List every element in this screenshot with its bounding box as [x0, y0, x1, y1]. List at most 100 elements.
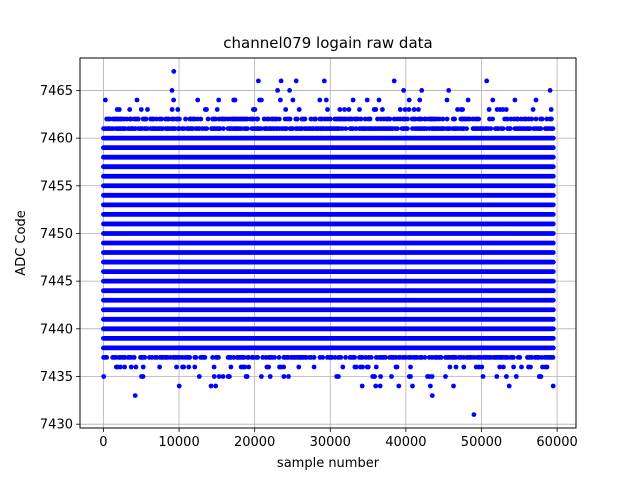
data-point [329, 355, 335, 360]
data-point [245, 126, 250, 131]
data-point [408, 364, 413, 370]
data-point [313, 116, 318, 122]
data-point [140, 364, 146, 370]
data-point [549, 116, 554, 122]
data-point [311, 355, 317, 360]
outlier-point [256, 78, 261, 84]
data-point [287, 88, 292, 93]
outlier-point [278, 78, 284, 84]
data-point [527, 126, 533, 131]
data-point [327, 116, 333, 122]
data-point [252, 107, 258, 112]
y-tick-label: 7450 [40, 227, 73, 242]
data-point [440, 116, 446, 122]
x-tick-label: 30000 [310, 435, 351, 450]
data-point [332, 355, 338, 360]
data-point [402, 107, 408, 112]
data-point [290, 126, 295, 131]
data-point [227, 374, 232, 379]
data-point [358, 116, 364, 122]
data-point [272, 355, 277, 360]
data-point [211, 374, 217, 379]
x-axis-label: sample number [277, 456, 380, 471]
data-point [340, 364, 346, 370]
data-point [128, 116, 134, 122]
outlier-point [171, 69, 177, 74]
data-point [195, 97, 201, 103]
data-point [547, 88, 553, 93]
data-point [444, 116, 450, 122]
data-point [391, 78, 397, 84]
data-point [406, 97, 412, 103]
data-point [338, 355, 344, 360]
data-point [140, 374, 146, 379]
data-point [103, 97, 108, 103]
data-point [500, 126, 506, 131]
data-point [220, 374, 226, 379]
data-point [422, 355, 428, 360]
data-point [242, 364, 248, 370]
data-point [205, 116, 211, 122]
data-point [127, 107, 133, 112]
data-point [276, 355, 282, 360]
data-point [284, 126, 289, 131]
data-point [169, 88, 175, 93]
data-point [149, 355, 155, 360]
data-point [118, 364, 123, 370]
data-point [124, 116, 129, 122]
data-point [323, 97, 329, 103]
data-point [157, 364, 163, 370]
data-point [133, 364, 139, 370]
data-point [353, 126, 359, 131]
data-point [174, 364, 179, 370]
data-point [187, 355, 193, 360]
data-point [107, 116, 113, 122]
data-point [134, 97, 140, 103]
y-tick-label: 7455 [40, 179, 73, 194]
data-point [533, 97, 539, 103]
data-point [428, 383, 433, 389]
data-point [438, 355, 444, 360]
data-point [453, 355, 459, 360]
y-tick-label: 7445 [40, 275, 73, 290]
data-point [266, 364, 272, 370]
data-point [181, 126, 187, 131]
data-point [359, 383, 365, 389]
data-point [232, 97, 238, 103]
data-point [169, 107, 175, 112]
data-point [461, 364, 467, 370]
data-point [275, 88, 280, 93]
data-point [204, 107, 209, 112]
data-point [193, 355, 199, 360]
data-point [517, 355, 523, 360]
data-point [368, 355, 374, 360]
data-point [217, 126, 223, 131]
y-tick-label: 7435 [40, 370, 73, 385]
data-point [296, 107, 302, 112]
data-point [221, 126, 226, 131]
data-point [411, 107, 417, 112]
data-point [321, 78, 327, 84]
data-point [122, 364, 128, 370]
data-point [395, 126, 400, 131]
data-point [396, 383, 402, 389]
data-point [539, 116, 545, 122]
data-point [511, 355, 516, 360]
data-point [453, 364, 459, 370]
data-point [143, 116, 149, 122]
data-point [419, 88, 425, 93]
data-point [494, 374, 500, 379]
data-point [429, 374, 435, 379]
axis-ticks: 0 10000 20000 30000 40000 50000 60000 7430 7435 7… [40, 84, 578, 450]
y-tick-label: 7430 [40, 418, 73, 433]
data-point [317, 97, 323, 103]
data-point [246, 364, 252, 370]
data-point [116, 107, 122, 112]
data-point [416, 107, 421, 112]
data-point [343, 355, 348, 360]
data-point [283, 107, 289, 112]
data-point [394, 364, 400, 370]
data-point [412, 116, 418, 122]
data-point [181, 364, 187, 370]
data-point [202, 355, 208, 360]
